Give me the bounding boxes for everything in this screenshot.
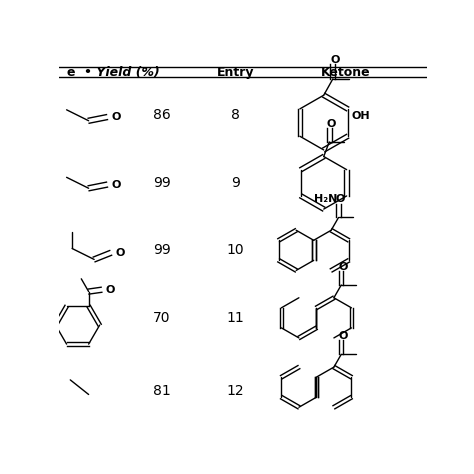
Text: O: O <box>330 55 339 65</box>
Text: 11: 11 <box>227 311 245 325</box>
Text: 81: 81 <box>153 384 171 398</box>
Text: O: O <box>327 118 336 128</box>
Text: O: O <box>111 180 121 190</box>
Text: 8: 8 <box>231 108 240 122</box>
Text: 99: 99 <box>153 176 171 190</box>
Text: OH: OH <box>351 111 370 121</box>
Text: 70: 70 <box>154 311 171 325</box>
Text: • Yield (%): • Yield (%) <box>84 65 160 79</box>
Text: 12: 12 <box>227 384 245 398</box>
Text: O: O <box>111 112 121 122</box>
Text: O: O <box>115 248 125 258</box>
Text: Ketone: Ketone <box>321 65 371 79</box>
Text: 86: 86 <box>153 108 171 122</box>
Text: O: O <box>336 194 345 204</box>
Text: H₂N: H₂N <box>314 194 337 204</box>
Text: Entry: Entry <box>217 65 255 79</box>
Text: O: O <box>106 285 115 295</box>
Text: O: O <box>338 331 348 341</box>
Text: 9: 9 <box>231 176 240 190</box>
Text: 10: 10 <box>227 243 245 257</box>
Text: e: e <box>66 65 75 79</box>
Text: 99: 99 <box>153 243 171 257</box>
Text: O: O <box>338 262 348 272</box>
